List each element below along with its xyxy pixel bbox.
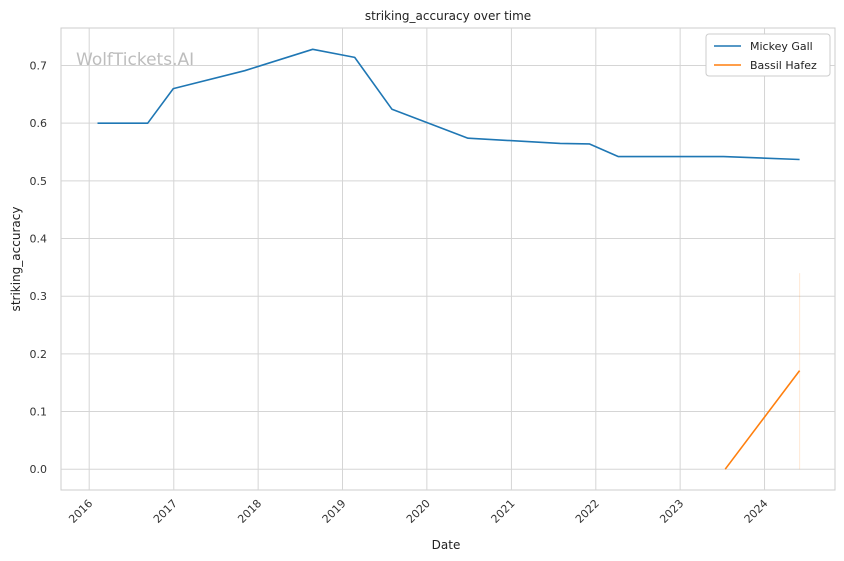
data-point-mickey-gall [96,122,98,124]
y-gridlines [61,64,835,470]
x-tick-labels: 2016 2017 2018 2019 2020 2021 2022 2023 2024 [66,497,770,526]
data-point-bassil-hafez [724,468,726,470]
x-tick-label: 2024 [742,497,771,526]
data-point-mickey-gall [798,158,800,160]
y-tick-label: 0.5 [30,175,48,188]
y-tick-label: 0.6 [30,117,48,130]
legend-label-mickey-gall: Mickey Gall [750,40,813,53]
data-point-mickey-gall [617,155,619,157]
watermark: WolfTickets.AI [76,50,194,70]
x-gridlines [88,28,766,490]
legend: Mickey Gall Bassil Hafez [705,33,831,77]
x-axis-label: Date [432,538,461,552]
x-tick-label: 2023 [657,497,686,526]
y-tick-label: 0.4 [30,233,48,246]
x-tick-label: 2022 [573,497,602,526]
x-tick-label: 2017 [151,497,180,526]
x-tick-label: 2018 [235,497,264,526]
data-point-mickey-gall [244,69,246,71]
x-tick-label: 2021 [489,497,518,526]
plot-area [60,27,836,491]
data-point-mickey-gall [172,87,174,89]
data-point-mickey-gall [588,143,590,145]
y-tick-label: 0.0 [30,463,48,476]
data-point-mickey-gall [311,48,313,50]
series-line-mickey-gall [97,48,800,161]
data-point-mickey-gall [722,155,724,157]
x-tick-label: 2016 [66,497,95,526]
y-axis-label: striking_accuracy [9,207,23,312]
chart-title: striking_accuracy over time [365,9,531,23]
series-layer [96,48,801,470]
legend-label-bassil-hafez: Bassil Hafez [750,59,817,72]
x-tick-label: 2019 [320,497,349,526]
data-point-mickey-gall [354,56,356,58]
y-tick-label: 0.2 [30,348,48,361]
x-tick-label: 2020 [404,497,433,526]
data-point-mickey-gall [467,137,469,139]
data-point-mickey-gall [559,142,561,144]
series-line-bassil-hafez [724,370,801,470]
y-tick-label: 0.1 [30,406,48,419]
y-tick-labels: 0.0 0.1 0.2 0.3 0.4 0.5 0.6 0.7 [30,59,48,476]
y-tick-label: 0.7 [30,59,48,72]
data-point-mickey-gall [146,122,148,124]
data-point-mickey-gall [391,108,393,110]
y-tick-label: 0.3 [30,290,48,303]
